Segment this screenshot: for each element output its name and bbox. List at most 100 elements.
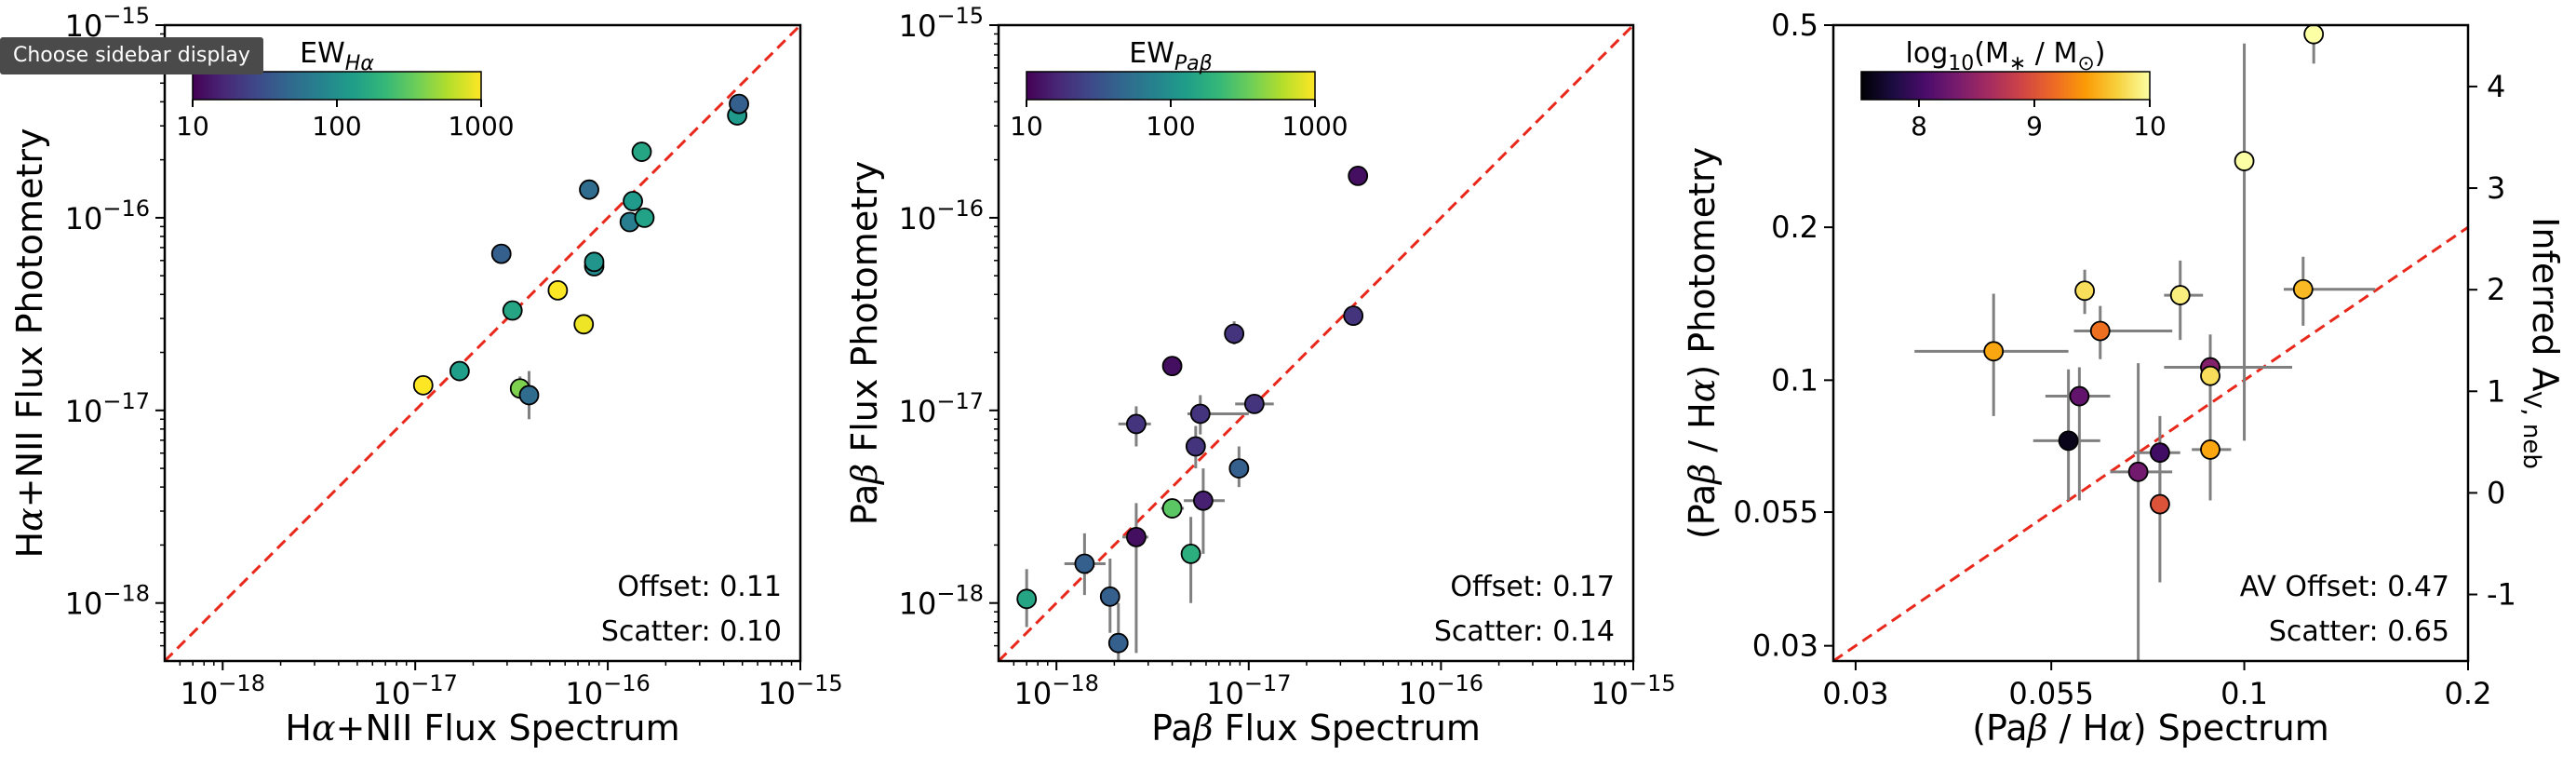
right-y-tick-label: 2 [2487, 272, 2505, 307]
colorbar-tick-label: 10 [1010, 111, 1043, 142]
x-tick-label: 10−18 [1014, 670, 1099, 711]
y-tick-label: 10−17 [65, 388, 150, 429]
x-axis-label: Hα+NII Flux Spectrum [285, 708, 679, 749]
right-y-axis-label: Inferred AV, neb [2517, 217, 2566, 469]
data-point [2200, 365, 2220, 386]
x-tick-label: 0.055 [2008, 676, 2094, 711]
colorbar-tick-label: 100 [312, 111, 361, 142]
data-point [729, 93, 749, 115]
colorbar [1026, 71, 1316, 101]
data-point [1189, 403, 1211, 425]
data-point [1348, 166, 1369, 186]
y-tick-label: 10−17 [899, 388, 984, 429]
x-tick-label: 10−15 [758, 670, 842, 711]
data-point [573, 314, 595, 335]
colorbar-tick-label: 1000 [448, 111, 514, 142]
colorbar-tick-label: 10 [176, 111, 209, 142]
data-point [490, 243, 512, 264]
axes-frame [163, 23, 802, 663]
x-tick-label: 10−15 [1590, 670, 1675, 711]
colorbar-tick-label: 1000 [1281, 111, 1348, 142]
scatter-annotation: Scatter: 0.14 [1434, 615, 1615, 648]
data-point [2127, 461, 2149, 482]
offset-annotation: Offset: 0.11 [617, 571, 782, 603]
data-point [1074, 553, 1095, 574]
data-point [518, 384, 540, 406]
data-point [2303, 25, 2325, 45]
y-tick-label: 0.03 [1752, 628, 1818, 664]
data-point [1099, 586, 1120, 607]
x-tick-label: 10−17 [1206, 670, 1291, 711]
data-point [1107, 632, 1129, 654]
right-y-tick-label: 3 [2487, 170, 2505, 206]
colorbar-tick-label: 10 [2133, 111, 2167, 142]
data-point [2074, 280, 2096, 302]
data-point [584, 251, 605, 273]
data-point [634, 208, 655, 228]
x-tick-label: 10−18 [181, 670, 265, 711]
data-point [1343, 305, 1364, 327]
x-axis-label: (Paβ / Hα) Spectrum [1972, 708, 2329, 749]
y-axis-label: (Paβ / Hα) Photometry [1682, 147, 1723, 539]
x-tick-label: 10−16 [565, 670, 650, 711]
x-axis-label: Paβ Flux Spectrum [1151, 708, 1481, 749]
y-tick-label: 0.5 [1771, 7, 1818, 43]
colorbar [192, 71, 482, 101]
data-point [623, 191, 643, 211]
sidebar-display-tooltip[interactable]: Choose sidebar display [0, 37, 263, 74]
colorbar-tick-label: 8 [1911, 111, 1927, 142]
data-point [2150, 442, 2170, 464]
x-tick-label: 0.03 [1822, 676, 1888, 711]
y-tick-label: 0.055 [1733, 494, 1818, 530]
data-point [1193, 490, 1214, 511]
y-axis-label: Paβ Flux Photometry [844, 161, 885, 525]
data-point [2069, 385, 2090, 407]
y-tick-label: 10−18 [65, 581, 150, 622]
data-point [579, 179, 599, 200]
axes-frame [1831, 23, 2470, 663]
scatter-annotation: Scatter: 0.65 [2269, 615, 2449, 648]
plot-area-3 [1833, 25, 2468, 661]
data-point [1185, 436, 1206, 457]
one-to-one-line [999, 25, 1633, 661]
right-y-tick-label: 1 [2487, 373, 2505, 409]
data-point [1126, 413, 1147, 435]
data-point [2089, 320, 2111, 342]
colorbar-label: EWHα [300, 37, 374, 75]
data-point [449, 360, 470, 382]
right-y-tick-label: 4 [2487, 69, 2505, 104]
x-tick-label: 0.2 [2445, 676, 2492, 711]
data-point [1161, 498, 1183, 519]
colorbar-label: log10(M∗ / M⊙) [1906, 37, 2106, 75]
scatter-annotation: Scatter: 0.10 [601, 615, 782, 648]
y-axis-label: Hα+NII Flux Photometry [9, 128, 50, 559]
data-point [1016, 588, 1038, 610]
y-tick-label: 0.2 [1771, 209, 1818, 245]
data-point [547, 279, 569, 301]
y-tick-label: 10−18 [899, 581, 984, 622]
y-tick-label: 0.1 [1771, 362, 1818, 398]
one-to-one-line [1833, 225, 2468, 661]
offset-annotation: AV Offset: 0.47 [2240, 571, 2449, 603]
data-point [2058, 430, 2079, 452]
data-point [1161, 356, 1183, 377]
colorbar [1860, 71, 2151, 101]
colorbar-tick-label: 100 [1146, 111, 1195, 142]
data-point [502, 300, 523, 321]
data-point [1224, 323, 1245, 344]
y-tick-label: 10−16 [65, 196, 150, 236]
data-point [631, 142, 652, 162]
data-point [412, 374, 434, 396]
data-point [1243, 393, 1265, 414]
data-point [1180, 543, 1201, 564]
y-tick-label: 10−15 [899, 3, 984, 44]
plot-area-2 [999, 25, 1633, 661]
data-point [2200, 439, 2220, 460]
data-point [2234, 151, 2255, 171]
one-to-one-line [165, 25, 800, 661]
data-point [1228, 458, 1250, 479]
right-y-tick-label: -1 [2487, 577, 2516, 613]
x-tick-label: 10−16 [1399, 670, 1483, 711]
x-tick-label: 10−17 [373, 670, 458, 711]
